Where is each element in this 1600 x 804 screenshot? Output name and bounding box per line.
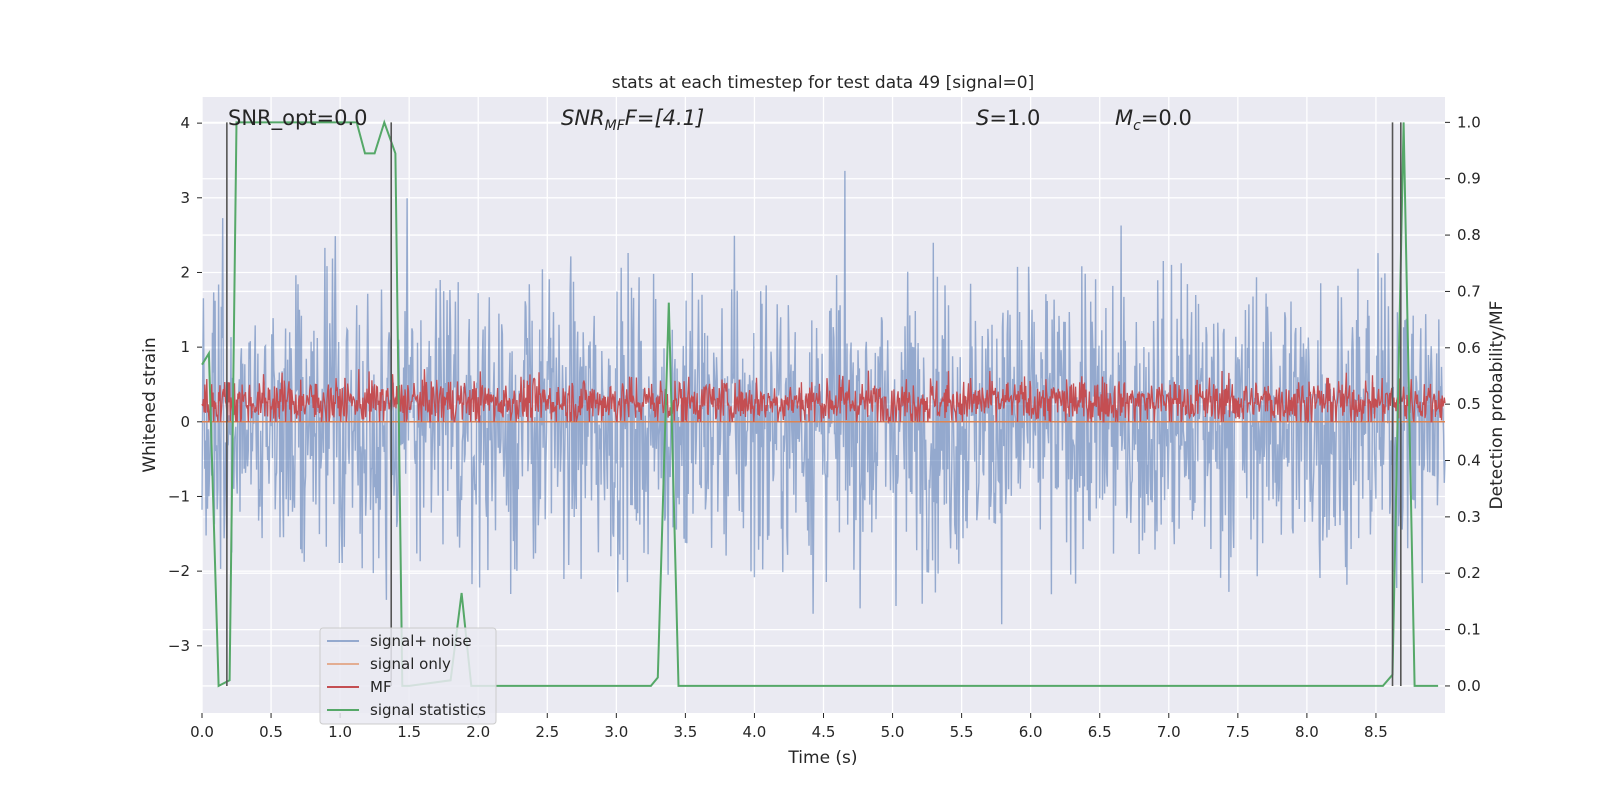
legend-label-signal-noise: signal+ noise	[370, 632, 472, 650]
left-axis-ticks: −3 −2 −1 0 1 2 3 4	[168, 114, 202, 655]
right-tick-label: 0.6	[1457, 339, 1481, 357]
x-tick-label: 3.5	[673, 723, 697, 741]
x-tick-label: 4.0	[743, 723, 767, 741]
y-tick-label: 4	[180, 114, 190, 132]
x-tick-label: 3.0	[604, 723, 628, 741]
mc-sub: c	[1133, 118, 1141, 134]
y-tick-label: −2	[168, 562, 190, 580]
annotation-snr-mf: SNRMFF=[4.1]	[561, 106, 704, 134]
snr-mf-prefix: SNR	[561, 106, 605, 130]
legend-label-mf: MF	[370, 678, 392, 696]
x-axis-label: Time (s)	[787, 748, 857, 768]
y-tick-label: 2	[180, 263, 190, 281]
right-tick-label: 0.3	[1457, 508, 1481, 526]
y-tick-label: −1	[168, 487, 190, 505]
x-axis-ticks: 0.0 0.5 1.0 1.5 2.0 2.5 3.0 3.5 4.0 4.5 5.0 5.5 6.0 6…	[190, 713, 1388, 741]
x-tick-label: 7.0	[1157, 723, 1181, 741]
right-axis-ticks: 0.0 0.1 0.2 0.3 0.4 0.5 0.6 0.7 0.8 0.9 1.0	[1445, 113, 1481, 695]
vertical-markers	[226, 122, 1402, 686]
y-tick-label: 3	[180, 189, 190, 207]
x-tick-label: 1.0	[328, 723, 352, 741]
right-tick-label: 0.4	[1457, 452, 1481, 470]
x-tick-label: 1.5	[397, 723, 421, 741]
x-tick-label: 8.0	[1295, 723, 1319, 741]
right-tick-label: 1.0	[1457, 113, 1481, 131]
x-tick-label: 0.5	[259, 723, 283, 741]
legend-label-signal-statistics: signal statistics	[370, 701, 486, 719]
series-signal-noise	[201, 170, 1446, 625]
s-rest: =1.0	[989, 106, 1040, 130]
x-tick-label: 2.0	[466, 723, 490, 741]
y-tick-label: 1	[180, 338, 190, 356]
y-axis-label: Whitened strain	[140, 337, 160, 472]
right-tick-label: 0.1	[1457, 621, 1481, 639]
x-tick-label: 5.5	[950, 723, 974, 741]
x-tick-label: 4.5	[812, 723, 836, 741]
legend: signal+ noise signal only MF signal stat…	[319, 627, 497, 725]
legend-label-signal-only: signal only	[370, 655, 451, 673]
y-tick-label: 0	[180, 413, 190, 431]
x-tick-label: 6.0	[1019, 723, 1043, 741]
series-mf	[201, 369, 1446, 424]
annotation-mc: Mc=0.0	[1115, 106, 1192, 134]
right-tick-label: 0.8	[1457, 226, 1481, 244]
x-tick-label: 2.5	[535, 723, 559, 741]
right-tick-label: 0.7	[1457, 282, 1481, 300]
x-tick-label: 8.5	[1364, 723, 1388, 741]
x-tick-label: 5.0	[881, 723, 905, 741]
x-tick-label: 0.0	[190, 723, 214, 741]
snr-mf-sub: MF	[605, 118, 626, 134]
s-var: S	[976, 106, 989, 130]
right-tick-label: 0.9	[1457, 170, 1481, 188]
chart-title: stats at each timestep for test data 49 …	[612, 73, 1035, 93]
mc-rest: =0.0	[1141, 106, 1192, 130]
y-tick-label: −3	[168, 637, 190, 655]
mc-var: M	[1115, 106, 1133, 130]
annotation-s: S=1.0	[976, 106, 1040, 130]
right-tick-label: 0.5	[1457, 395, 1481, 413]
right-tick-label: 0.2	[1457, 564, 1481, 582]
x-tick-label: 7.5	[1226, 723, 1250, 741]
annotation-snr-opt: SNR_opt=0.0	[228, 106, 368, 131]
right-axis-label: Detection probability/MF	[1487, 301, 1507, 510]
x-tick-label: 6.5	[1088, 723, 1112, 741]
right-tick-label: 0.0	[1457, 677, 1481, 695]
snr-mf-rest: F=[4.1]	[625, 106, 704, 130]
legend-box	[319, 627, 497, 725]
